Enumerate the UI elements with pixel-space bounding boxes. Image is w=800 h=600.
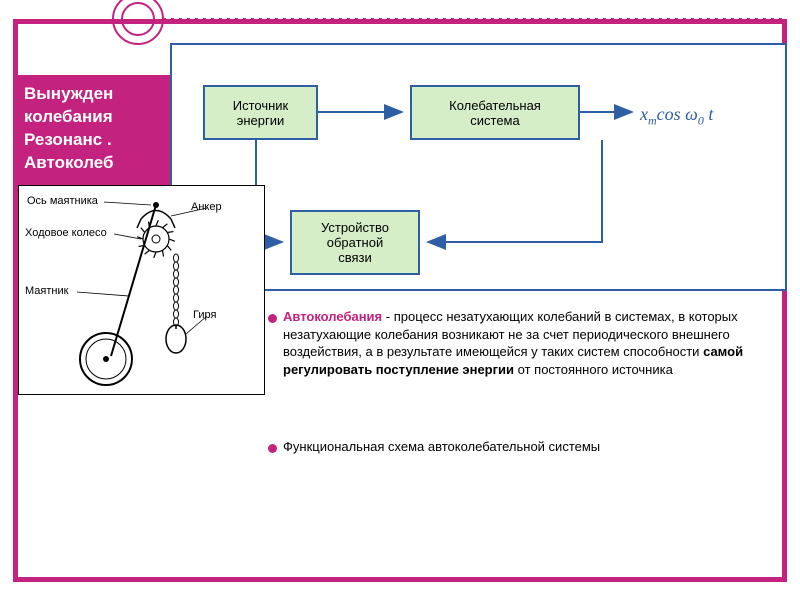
bullet-2-text: Функциональная схема автоколебательной с…	[283, 438, 753, 456]
bullet-2-icon	[268, 444, 277, 453]
label-pendulum: Маятник	[25, 285, 68, 297]
box-feedback-device: Устройство обратной связи	[290, 210, 420, 275]
box-oscillatory-system: Колебательная система	[410, 85, 580, 140]
label-anchor: Анкер	[191, 201, 222, 213]
formula-m: m	[648, 114, 657, 128]
formula-cos: cos ω	[657, 104, 698, 124]
title-line-3: Резонанс .	[24, 129, 182, 152]
title-line-4: Автоколеб	[24, 152, 182, 175]
box-energy-source: Источник энергии	[203, 85, 318, 140]
label-weight: Гиря	[193, 309, 216, 321]
formula-x: x	[640, 104, 648, 124]
title-line-2: колебания	[24, 106, 182, 129]
label-axis: Ось маятника	[27, 195, 98, 207]
pendulum-illustration: Ось маятника Анкер Ходовое колесо Маятни…	[18, 185, 265, 395]
bullet-1-text: Автоколебания - процесс незатухающих кол…	[283, 308, 753, 378]
title-line-1: Вынужден	[24, 83, 182, 106]
output-formula: xmcos ω0 t	[640, 104, 713, 129]
formula-t: t	[704, 104, 714, 124]
slide-title: Вынужден колебания Резонанс . Автоколеб	[18, 75, 188, 185]
bullet-1-icon	[268, 314, 277, 323]
label-wheel: Ходовое колесо	[25, 227, 107, 239]
